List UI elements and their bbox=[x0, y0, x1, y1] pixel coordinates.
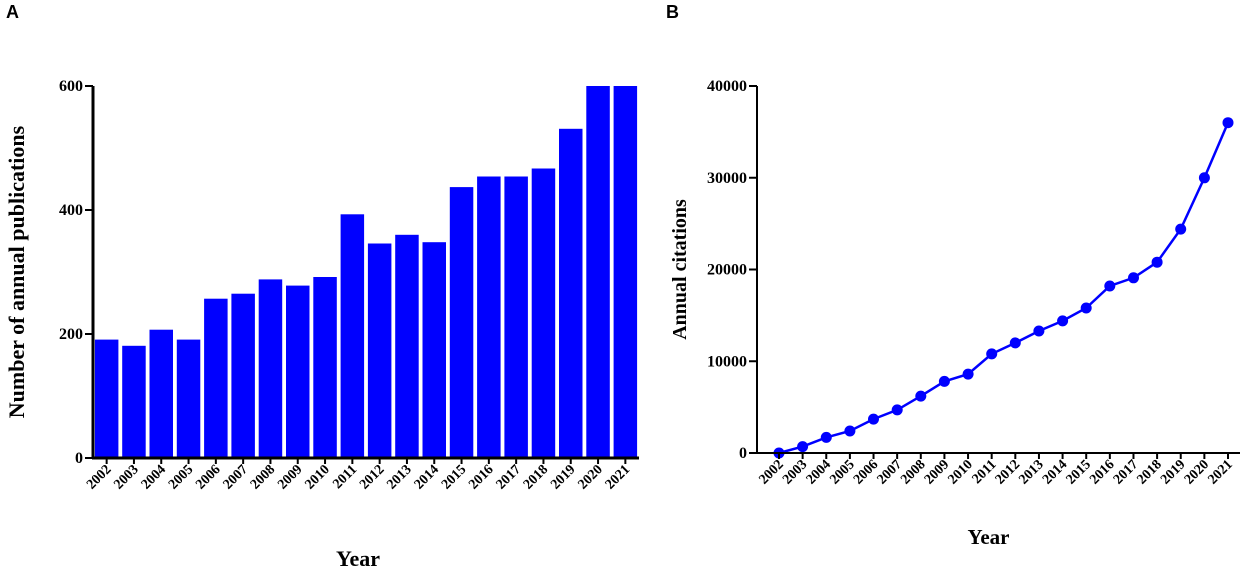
bar-2008 bbox=[258, 279, 283, 458]
x-tick-label-2005: 2005 bbox=[166, 462, 196, 492]
point-2007 bbox=[891, 404, 903, 416]
bar-2017 bbox=[504, 176, 528, 458]
x-tick-label-2008: 2008 bbox=[898, 457, 928, 487]
point-2008 bbox=[915, 390, 927, 402]
bar-2018 bbox=[531, 168, 556, 458]
x-tick-label-2019: 2019 bbox=[548, 462, 578, 492]
point-2018 bbox=[1151, 256, 1163, 268]
bar-2014 bbox=[422, 242, 446, 458]
x-tick-label-2014: 2014 bbox=[412, 462, 442, 492]
bar-2007 bbox=[231, 293, 255, 458]
point-2003 bbox=[797, 441, 809, 453]
y-axis-title-2: Annual citations bbox=[669, 199, 691, 340]
x-tick-label-2010: 2010 bbox=[945, 457, 975, 487]
x-tick-label-2017: 2017 bbox=[494, 462, 524, 492]
y-tick-label-20000: 20000 bbox=[707, 262, 747, 279]
x-tick-label-2012: 2012 bbox=[993, 457, 1023, 487]
x-tick-label-2011: 2011 bbox=[970, 457, 1000, 487]
bar-2002 bbox=[94, 339, 119, 458]
bar-2021 bbox=[613, 86, 638, 458]
point-2013 bbox=[1033, 325, 1045, 337]
point-2014 bbox=[1057, 315, 1069, 327]
x-tick-label-2002: 2002 bbox=[756, 457, 786, 487]
x-tick-label-2007: 2007 bbox=[875, 457, 905, 487]
x-tick-label-2017: 2017 bbox=[1111, 457, 1141, 487]
bar-2019 bbox=[559, 128, 583, 459]
x-tick-label-2021: 2021 bbox=[603, 462, 633, 492]
y-tick-label-400: 400 bbox=[59, 202, 83, 219]
y-tick-label-0: 0 bbox=[75, 450, 83, 467]
point-2010 bbox=[962, 368, 974, 380]
point-2004 bbox=[820, 431, 832, 443]
point-2015 bbox=[1080, 302, 1092, 314]
x-axis-title-2: Year bbox=[968, 525, 1010, 549]
x-tick-label-2013: 2013 bbox=[384, 462, 414, 492]
x-tick-label-2013: 2013 bbox=[1016, 457, 1046, 487]
x-tick-label-2009: 2009 bbox=[275, 462, 305, 492]
x-tick-label-2004: 2004 bbox=[804, 457, 834, 487]
bar-2012 bbox=[367, 243, 392, 458]
panel-label-b: B bbox=[666, 2, 679, 22]
x-tick-label-2018: 2018 bbox=[521, 462, 551, 492]
x-tick-label-2020: 2020 bbox=[575, 462, 605, 492]
y-tick-label-10000: 10000 bbox=[707, 353, 747, 370]
bar-2006 bbox=[204, 298, 228, 458]
x-tick-label-2007: 2007 bbox=[221, 462, 251, 492]
bar-2011 bbox=[340, 214, 365, 458]
x-tick-label-2020: 2020 bbox=[1182, 457, 1212, 487]
x-tick-label-2016: 2016 bbox=[466, 462, 496, 492]
x-tick-label-2006: 2006 bbox=[851, 457, 881, 487]
panel-label-a: A bbox=[6, 2, 19, 22]
point-2011 bbox=[986, 348, 998, 360]
bar-2016 bbox=[477, 176, 501, 458]
point-2020 bbox=[1198, 172, 1210, 184]
x-tick-label-2014: 2014 bbox=[1040, 457, 1070, 487]
y-tick-label-0: 0 bbox=[739, 445, 747, 462]
x-tick-label-2004: 2004 bbox=[139, 462, 169, 492]
x-tick-label-2006: 2006 bbox=[193, 462, 223, 492]
y-axis-title-1: Number of annual publications bbox=[4, 125, 29, 418]
bar-2003 bbox=[122, 345, 146, 458]
x-tick-label-2010: 2010 bbox=[302, 462, 332, 492]
x-tick-label-2005: 2005 bbox=[827, 457, 857, 487]
x-tick-label-2019: 2019 bbox=[1158, 457, 1188, 487]
x-tick-label-2015: 2015 bbox=[1064, 457, 1094, 487]
point-2016 bbox=[1104, 280, 1116, 292]
y-tick-label-600: 600 bbox=[59, 78, 83, 95]
y-tick-label-30000: 30000 bbox=[707, 170, 747, 187]
x-tick-label-2021: 2021 bbox=[1205, 457, 1235, 487]
point-2012 bbox=[1009, 337, 1021, 349]
bar-2010 bbox=[313, 277, 337, 458]
bar-2013 bbox=[395, 234, 419, 458]
citations-line bbox=[778, 122, 1230, 455]
point-2017 bbox=[1128, 272, 1139, 284]
point-2009 bbox=[938, 375, 950, 387]
bar-2015 bbox=[449, 187, 474, 458]
bar-2009 bbox=[286, 285, 310, 458]
point-2021 bbox=[1222, 117, 1234, 129]
point-2005 bbox=[844, 425, 856, 437]
bar-2005 bbox=[176, 339, 201, 458]
x-tick-label-2009: 2009 bbox=[922, 457, 952, 487]
y-tick-label-200: 200 bbox=[59, 326, 83, 343]
point-2006 bbox=[868, 413, 879, 425]
x-tick-label-2011: 2011 bbox=[330, 462, 360, 492]
bar-2020 bbox=[586, 86, 610, 458]
x-tick-label-2012: 2012 bbox=[357, 462, 387, 492]
point-2019 bbox=[1175, 223, 1187, 235]
x-tick-label-2016: 2016 bbox=[1087, 457, 1117, 487]
x-tick-label-2015: 2015 bbox=[439, 462, 469, 492]
x-axis-title-1: Year bbox=[336, 546, 380, 570]
x-tick-label-2002: 2002 bbox=[84, 462, 114, 492]
bar-2004 bbox=[149, 329, 173, 458]
y-tick-label-40000: 40000 bbox=[707, 78, 747, 95]
x-tick-label-2018: 2018 bbox=[1135, 457, 1165, 487]
x-tick-label-2003: 2003 bbox=[780, 457, 810, 487]
x-tick-label-2008: 2008 bbox=[248, 462, 278, 492]
x-tick-label-2003: 2003 bbox=[111, 462, 141, 492]
